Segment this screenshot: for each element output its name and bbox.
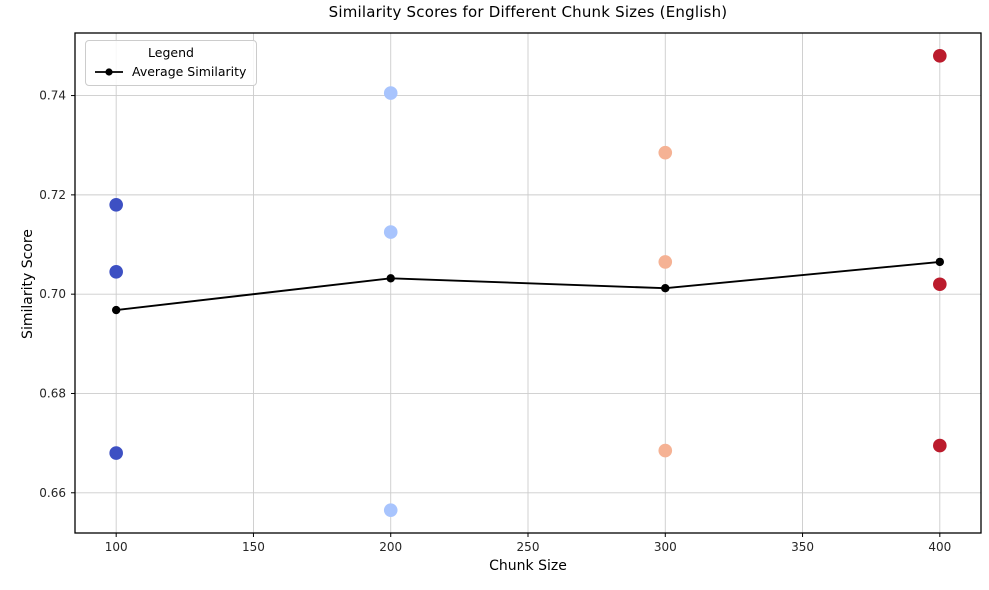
scatter-point-chunk-300 <box>658 443 673 458</box>
scatter-point-chunk-100 <box>109 265 123 279</box>
x-tick-label: 400 <box>928 540 951 554</box>
y-tick-label: 0.74 <box>39 89 66 103</box>
x-axis-label: Chunk Size <box>489 558 567 574</box>
x-tick-label: 100 <box>105 540 128 554</box>
legend-entry-label: Average Similarity <box>132 64 247 79</box>
average-point <box>661 284 670 293</box>
x-tick-label: 350 <box>791 540 814 554</box>
scatter-point-chunk-100 <box>109 197 123 212</box>
y-tick-label: 0.68 <box>39 386 66 400</box>
legend-title: Legend <box>148 45 194 60</box>
average-line-marker-icon <box>95 67 123 76</box>
x-tick-label: 250 <box>517 540 540 554</box>
scatter-point-chunk-100 <box>109 446 123 460</box>
chart-title: Similarity Scores for Different Chunk Si… <box>328 3 728 21</box>
scatter-point-chunk-200 <box>383 225 398 239</box>
scatter-point-chunk-400 <box>933 277 947 292</box>
y-axis-label: Similarity Score <box>20 229 36 339</box>
x-tick-label: 150 <box>242 540 265 554</box>
y-tick-label: 0.70 <box>39 287 66 301</box>
scatter-point-chunk-200 <box>383 503 398 517</box>
y-tick-label: 0.66 <box>39 486 66 500</box>
average-point <box>111 305 121 315</box>
scatter-point-chunk-300 <box>658 145 673 160</box>
x-tick-label: 300 <box>654 540 677 554</box>
legend: Legend Average Similarity <box>85 40 257 86</box>
scatter-point-chunk-400 <box>933 438 947 453</box>
scatter-point-chunk-400 <box>933 49 947 63</box>
legend-entry-average-similarity: Average Similarity <box>94 64 248 79</box>
scatter-point-chunk-300 <box>658 255 673 269</box>
y-tick-label: 0.72 <box>39 188 66 202</box>
x-tick-label: 200 <box>379 540 402 554</box>
average-point <box>386 274 395 283</box>
average-point <box>935 257 945 267</box>
scatter-point-chunk-200 <box>383 86 398 100</box>
average-similarity-line <box>116 260 940 312</box>
